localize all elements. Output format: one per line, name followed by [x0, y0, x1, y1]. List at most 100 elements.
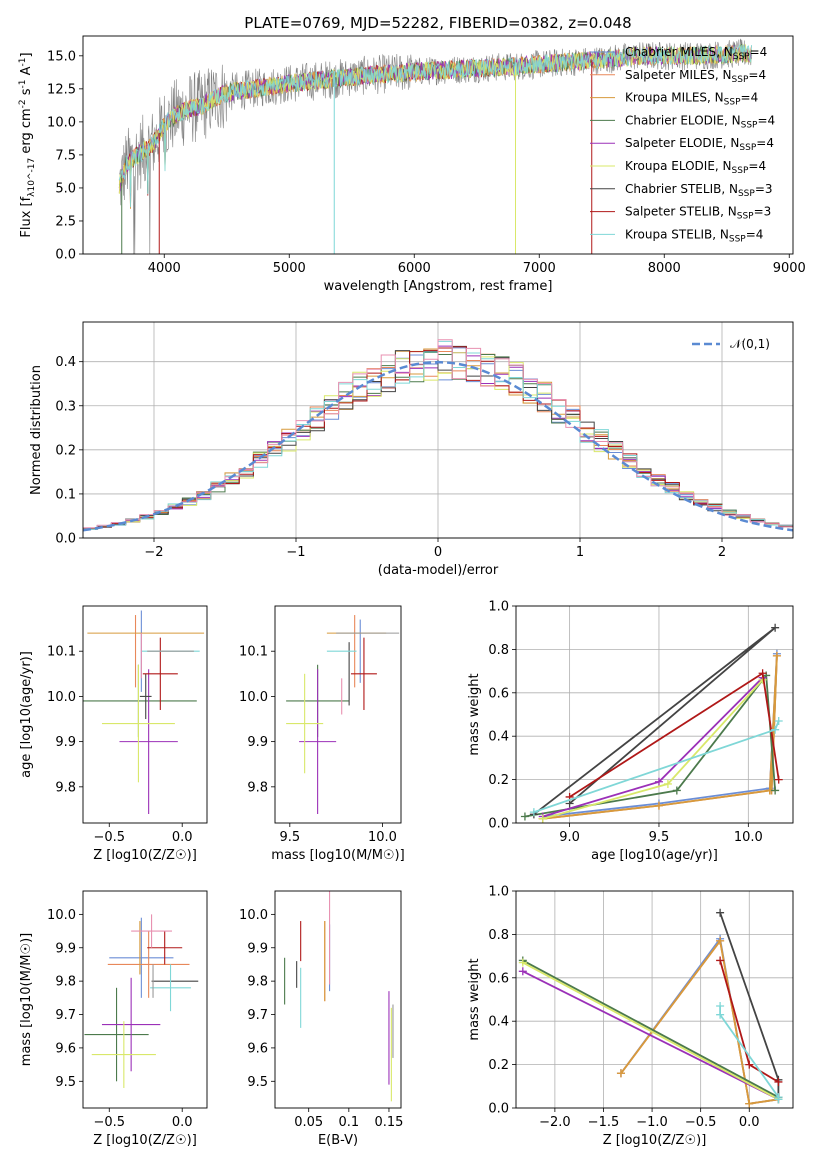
plot-area-age_vs_mass	[286, 615, 400, 814]
x-axis-label: (data-model)/error	[378, 563, 499, 578]
panel-residuals: −2 −1 0 1 2 0.0 0.1 0.2 0.3 0.4 (data-model)/error…	[29, 321, 794, 578]
y-tick-label: 0.2	[55, 443, 76, 458]
mass-weight-marker	[771, 725, 780, 734]
y-tick-label: 10.0	[47, 690, 76, 705]
y-tick-label: 10.0	[239, 690, 268, 705]
panel-mw_vs_age: 9.0 9.5 10.0 0.0 0.2 0.4 0.6 0.8 1.0 age [log10(a…	[467, 600, 794, 863]
y-axis-label: mass [log10(M/M☉)]	[19, 933, 34, 1066]
errorbar-point	[91, 1021, 156, 1088]
y-tick-label: 10.1	[239, 645, 268, 660]
errorbar-point	[84, 987, 149, 1082]
x-tick-label: 10.0	[368, 830, 397, 845]
y-tick-label: 9.7	[247, 1008, 268, 1023]
x-tick-label: 9.5	[649, 830, 670, 845]
model-fit-line	[118, 44, 752, 208]
mass-weight-line	[620, 938, 779, 1105]
mass-weight-line	[522, 970, 779, 1101]
y-tick-label: 0.2	[488, 773, 509, 788]
y-tick-label: 10.0	[239, 908, 268, 923]
axes-frame	[82, 890, 208, 1109]
x-tick-label: 2	[718, 545, 726, 560]
x-tick-label: 6000	[398, 261, 431, 276]
y-tick-label: 9.6	[247, 1041, 268, 1056]
mass-weight-line	[524, 673, 776, 818]
y-axis-label: mass weight	[467, 958, 482, 1040]
plot-area-mw_vs_Z	[518, 908, 783, 1108]
mass-weight-marker	[772, 651, 781, 660]
chart-title: PLATE=0769, MJD=52282, FIBERID=0382, z=0…	[244, 14, 631, 32]
y-axis-label: Flux [fλ10^-17​ erg cm-2​ s-1​ A-1​]	[18, 52, 37, 237]
plot-area-residuals	[83, 339, 793, 532]
panel-mw_vs_Z: −2.0 −1.5 −1.0 −0.5 0.0 0.0 0.2 0.4 0.6 0.8 1.0 Z […	[467, 885, 794, 1148]
y-tick-label: 9.9	[55, 735, 76, 750]
x-tick-label: −1.0	[636, 1115, 668, 1130]
mass-weight-marker	[520, 812, 529, 821]
y-tick-label: 0.4	[55, 355, 76, 370]
y-tick-label: 0.6	[488, 971, 509, 986]
mass-weight-marker	[518, 967, 527, 976]
y-tick-label: 0.3	[55, 399, 76, 414]
y-tick-label: 0.1	[55, 487, 76, 502]
x-axis-label: E(B-V)	[318, 1133, 358, 1148]
x-tick-label: 0.0	[739, 1115, 760, 1130]
panel-age_vs_Z: −0.5 0.0 9.8 9.9 10.0 10.1 Z [log10(Z/Z☉)] age …	[19, 605, 208, 863]
errorbar-point	[150, 964, 191, 1012]
axes-frame	[82, 605, 208, 824]
x-tick-label: 0.0	[172, 1115, 193, 1130]
mass-weight-marker	[716, 936, 725, 945]
y-tick-label: 10.0	[47, 115, 76, 130]
y-tick-label: 0.6	[488, 686, 509, 701]
x-tick-label: 0.05	[294, 1115, 323, 1130]
plot-area-mass_vs_EBV	[284, 891, 394, 1102]
y-axis-label: Normed distribution	[29, 365, 44, 495]
y-tick-label: 12.5	[47, 82, 76, 97]
mass-weight-marker	[758, 669, 767, 678]
x-tick-label: 8000	[648, 261, 681, 276]
y-tick-label: 9.9	[247, 941, 268, 956]
mass-weight-marker	[529, 808, 538, 817]
x-axis-label: mass [log10(M/M☉)]	[271, 848, 404, 863]
errorbar-point	[101, 977, 161, 1072]
mass-weight-marker	[774, 1095, 783, 1104]
y-tick-label: 5.0	[55, 181, 76, 196]
errorbar-point	[109, 917, 174, 998]
mass-weight-marker	[716, 1010, 725, 1019]
x-tick-label: 1	[576, 545, 584, 560]
y-tick-label: 0.4	[488, 1015, 509, 1030]
panel-mass_vs_EBV: 0.05 0.1 0.15 9.5 9.6 9.7 9.8 9.9 10.0 E(B-V)	[239, 890, 403, 1148]
y-axis-label: age [log10(age/yr)]	[19, 651, 34, 778]
y-tick-label: 9.8	[55, 780, 76, 795]
x-tick-label: 10.0	[734, 830, 763, 845]
y-tick-label: 9.5	[55, 1075, 76, 1090]
mass-weight-line	[522, 959, 779, 1098]
plot-area-mass_vs_Z	[84, 914, 199, 1088]
plot-area-spectrum	[118, 38, 753, 254]
plot-area-mw_vs_age	[520, 623, 783, 823]
mass-weight-marker	[538, 814, 547, 823]
x-tick-label: −1.5	[588, 1115, 620, 1130]
y-axis-label: mass weight	[467, 673, 482, 755]
x-axis-label: age [log10(age/yr)]	[591, 848, 718, 863]
x-tick-label: 9000	[773, 261, 806, 276]
x-tick-label: −1	[286, 545, 305, 560]
errorbar-point	[139, 673, 152, 720]
errorbar-point	[101, 664, 175, 783]
mass-weight-marker	[774, 717, 783, 726]
x-tick-label: −2.0	[539, 1115, 571, 1130]
mass-weight-marker	[716, 908, 725, 917]
panel-mass_vs_Z: −0.5 0.0 9.5 9.6 9.7 9.8 9.9 10.0 Z [log10(Z/Z☉)…	[19, 890, 208, 1148]
errorbar-point	[147, 931, 183, 965]
y-tick-label: 0.8	[488, 928, 509, 943]
legend-entry: Salpeter ELODIE, NSSP=4	[625, 136, 774, 153]
legend-entry: Kroupa STELIB, NSSP=4	[625, 227, 763, 244]
mass-weight-marker	[771, 786, 780, 795]
x-tick-label: 9.0	[559, 830, 580, 845]
errorbar-point	[350, 637, 377, 710]
y-tick-label: 1.0	[488, 885, 509, 900]
x-tick-label: 4000	[148, 261, 181, 276]
mass-weight-line	[522, 961, 779, 1101]
normal-curve	[83, 360, 793, 532]
mass-weight-marker	[745, 1099, 754, 1108]
y-tick-label: 9.8	[247, 975, 268, 990]
x-tick-label: 0.0	[172, 830, 193, 845]
